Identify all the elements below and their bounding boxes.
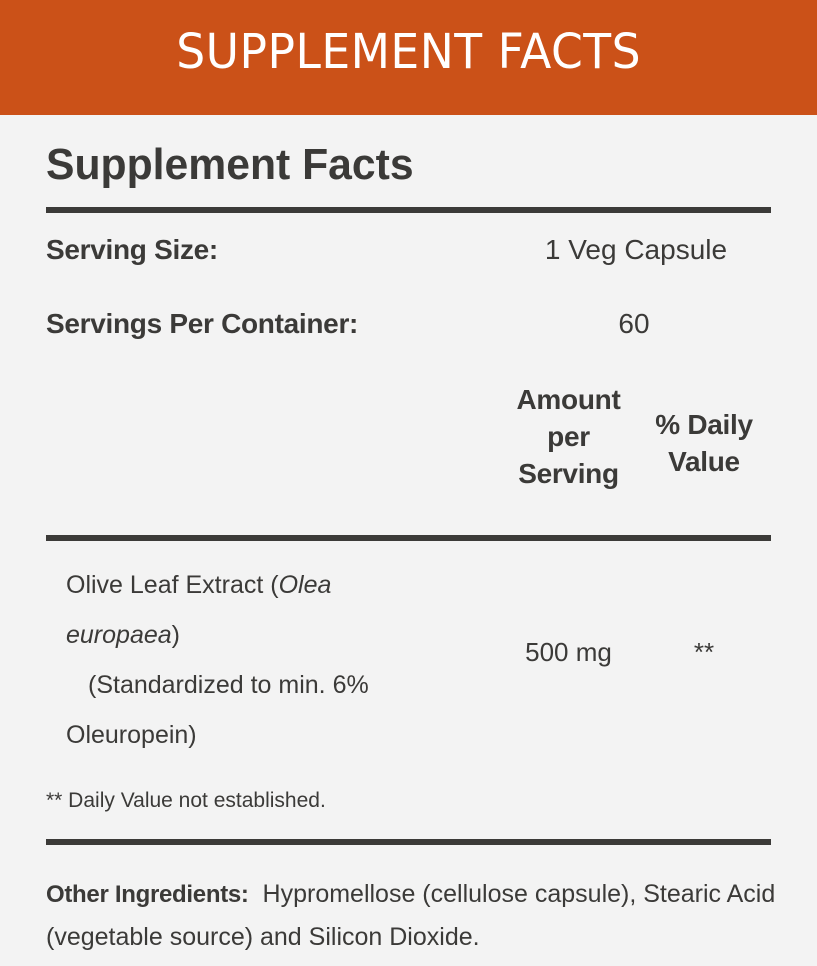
divider-top [46, 207, 771, 213]
ingredient-standardization: (Standardized to min. 6% [88, 671, 369, 699]
amount-header-line: Serving [518, 458, 619, 489]
other-ingredients: Other Ingredients: Hypromellose (cellulo… [46, 873, 776, 958]
serving-size-label: Serving Size: [46, 234, 218, 265]
servings-per-container-value: 60 [618, 308, 650, 339]
header-banner: SUPPLEMENT FACTS [0, 0, 817, 115]
daily-value-footnote: ** Daily Value not established. [46, 789, 326, 812]
ingredient-standardization-line2: Oleuropein) [66, 721, 197, 749]
servings-per-container-label: Servings Per Container: [46, 308, 359, 339]
ingredient-latin-name: Olea [278, 571, 332, 599]
other-ingredients-label: Other Ingredients: [46, 881, 249, 908]
ingredient-latin-name: europaea [66, 621, 172, 649]
divider-bottom [46, 839, 771, 845]
divider-ingredients [46, 535, 771, 541]
amount-header-line: per [547, 421, 590, 452]
ingredient-name-line: europaea) [66, 610, 436, 660]
amount-header-line: Amount [516, 384, 621, 415]
dv-header-line: % Daily [655, 409, 753, 440]
ingredient-name-line: Olive Leaf Extract (Olea [66, 560, 436, 610]
serving-size-value: 1 Veg Capsule [544, 234, 728, 265]
dv-header-line: Value [668, 446, 740, 477]
banner-title: SUPPLEMENT FACTS [176, 23, 641, 80]
ingredient-daily-value: ** [693, 637, 715, 667]
daily-value-header: % Daily Value [640, 406, 768, 480]
ingredient-paren: ) [171, 621, 180, 649]
other-ingredients-text: Hypromellose (cellulose capsule), Steari… [46, 880, 776, 951]
amount-per-serving-header: Amount per Serving [496, 381, 641, 492]
ingredient-common-name: Olive Leaf Extract ( [66, 571, 279, 599]
panel-title: Supplement Facts [46, 140, 414, 189]
ingredient-name: Olive Leaf Extract (Olea europaea) (Stan… [66, 560, 436, 760]
ingredient-amount: 500 mg [525, 637, 612, 667]
